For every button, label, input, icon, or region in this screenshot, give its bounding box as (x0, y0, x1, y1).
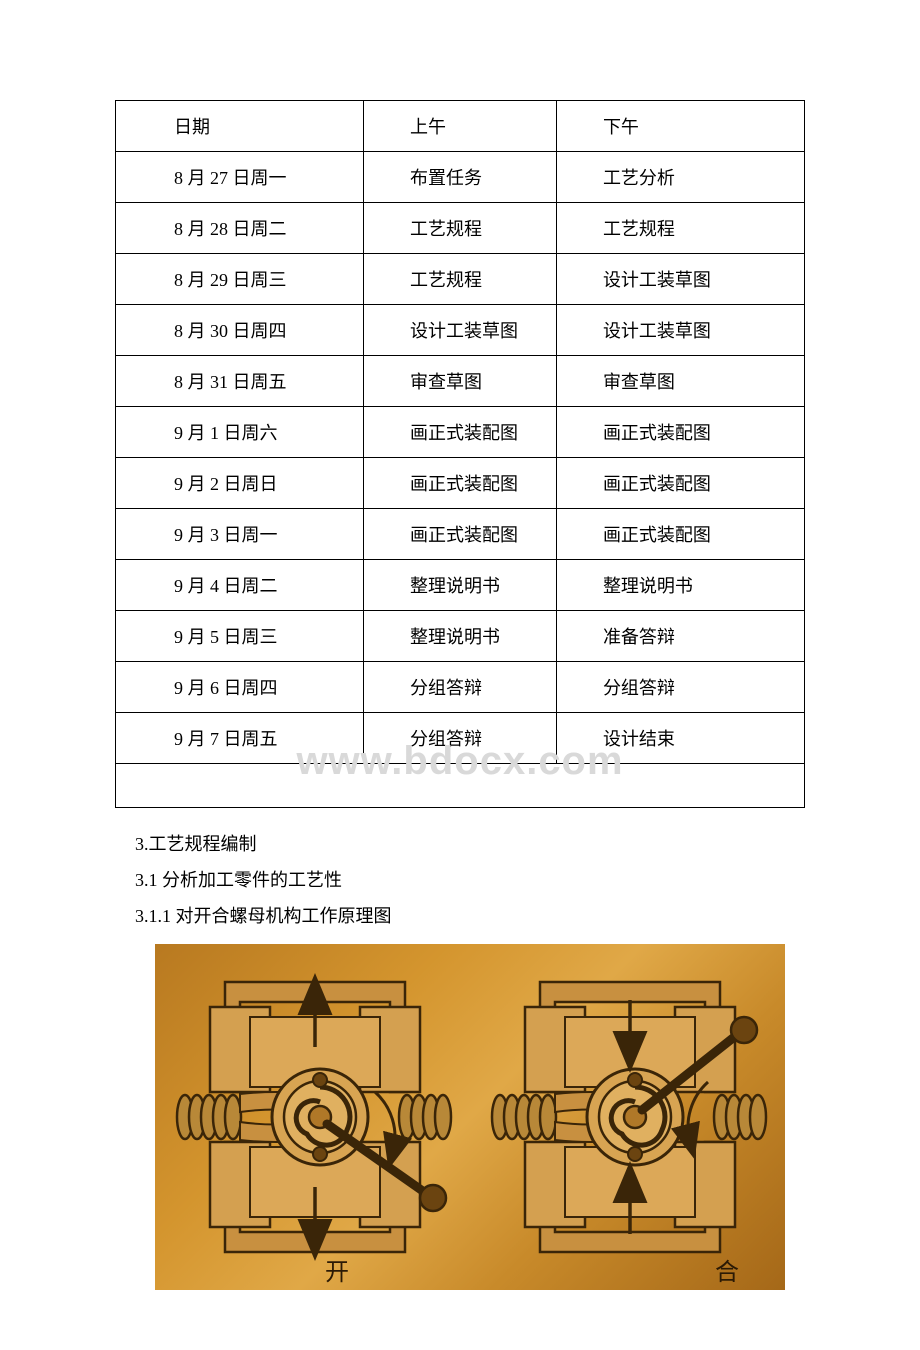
mechanism-diagram: 开 合 (155, 944, 785, 1290)
cell-date: 9 月 7 日周五 (116, 713, 364, 764)
cell-pm: 准备答辩 (556, 611, 804, 662)
heading-3: 3.工艺规程编制 (135, 826, 805, 862)
cell-am: 整理说明书 (364, 560, 557, 611)
table-row: 9 月 6 日周四 分组答辩 分组答辩 (116, 662, 805, 713)
cell-date: 8 月 27 日周一 (116, 152, 364, 203)
heading-3-1-1: 3.1.1 对开合螺母机构工作原理图 (135, 898, 805, 934)
cell-pm: 工艺规程 (556, 203, 804, 254)
cell-date: 8 月 29 日周三 (116, 254, 364, 305)
cell-am: 设计工装草图 (364, 305, 557, 356)
table-row: 9 月 1 日周六 画正式装配图 画正式装配图 (116, 407, 805, 458)
cell-am: 画正式装配图 (364, 458, 557, 509)
table-row: 8 月 28 日周二 工艺规程 工艺规程 (116, 203, 805, 254)
table-row: 8 月 27 日周一 布置任务 工艺分析 (116, 152, 805, 203)
table-row: 8 月 31 日周五 审查草图 审查草图 (116, 356, 805, 407)
cell-date: 8 月 28 日周二 (116, 203, 364, 254)
diagram-label-open: 开 (325, 1260, 349, 1286)
cell-date: 8 月 31 日周五 (116, 356, 364, 407)
diagram-svg: 开 合 (155, 944, 785, 1290)
table-body: 8 月 27 日周一 布置任务 工艺分析 8 月 28 日周二 工艺规程 工艺规… (116, 152, 805, 808)
table-row: 9 月 7 日周五 分组答辩 设计结束 (116, 713, 805, 764)
schedule-table: 日期 上午 下午 8 月 27 日周一 布置任务 工艺分析 8 月 28 日周二… (115, 100, 805, 808)
cell-am: 布置任务 (364, 152, 557, 203)
text-section: 3.工艺规程编制 3.1 分析加工零件的工艺性 3.1.1 对开合螺母机构工作原… (115, 826, 805, 934)
cell-pm: 设计结束 (556, 713, 804, 764)
table-row: 9 月 5 日周三 整理说明书 准备答辩 (116, 611, 805, 662)
cell-pm: 画正式装配图 (556, 407, 804, 458)
cell-am: 工艺规程 (364, 203, 557, 254)
cell-pm: 设计工装草图 (556, 254, 804, 305)
table-row: 9 月 4 日周二 整理说明书 整理说明书 (116, 560, 805, 611)
cell-am: 画正式装配图 (364, 407, 557, 458)
cell-am: 分组答辩 (364, 713, 557, 764)
cell-pm: 画正式装配图 (556, 458, 804, 509)
cell-pm: 整理说明书 (556, 560, 804, 611)
cell-pm: 审查草图 (556, 356, 804, 407)
cell-am: 画正式装配图 (364, 509, 557, 560)
cell-date: 9 月 6 日周四 (116, 662, 364, 713)
cell-am: 工艺规程 (364, 254, 557, 305)
cell-date: 9 月 4 日周二 (116, 560, 364, 611)
heading-3-1: 3.1 分析加工零件的工艺性 (135, 862, 805, 898)
cell-pm: 设计工装草图 (556, 305, 804, 356)
cell-am: 分组答辩 (364, 662, 557, 713)
cell-am: 整理说明书 (364, 611, 557, 662)
cell-am: 审查草图 (364, 356, 557, 407)
cell-date: 9 月 1 日周六 (116, 407, 364, 458)
col-header-am: 上午 (364, 101, 557, 152)
col-header-date: 日期 (116, 101, 364, 152)
cell-date: 9 月 2 日周日 (116, 458, 364, 509)
cell-pm: 分组答辩 (556, 662, 804, 713)
diagram-label-close: 合 (715, 1259, 739, 1286)
empty-cell (116, 764, 805, 808)
schedule-table-container: 日期 上午 下午 8 月 27 日周一 布置任务 工艺分析 8 月 28 日周二… (115, 100, 805, 808)
cell-pm: 工艺分析 (556, 152, 804, 203)
cell-date: 9 月 5 日周三 (116, 611, 364, 662)
cell-pm: 画正式装配图 (556, 509, 804, 560)
table-row: 8 月 29 日周三 工艺规程 设计工装草图 (116, 254, 805, 305)
table-row: 9 月 2 日周日 画正式装配图 画正式装配图 (116, 458, 805, 509)
table-row: 8 月 30 日周四 设计工装草图 设计工装草图 (116, 305, 805, 356)
col-header-pm: 下午 (556, 101, 804, 152)
table-header-row: 日期 上午 下午 (116, 101, 805, 152)
cell-date: 8 月 30 日周四 (116, 305, 364, 356)
table-row: 9 月 3 日周一 画正式装配图 画正式装配图 (116, 509, 805, 560)
cell-date: 9 月 3 日周一 (116, 509, 364, 560)
table-empty-row (116, 764, 805, 808)
